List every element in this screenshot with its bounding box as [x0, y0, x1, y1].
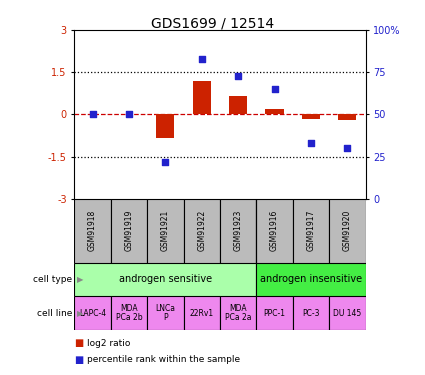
Bar	[156, 114, 174, 138]
Text: GSM91921: GSM91921	[161, 210, 170, 251]
Text: MDA
PCa 2b: MDA PCa 2b	[116, 304, 142, 322]
Bar	[193, 81, 211, 114]
Bar	[147, 296, 184, 330]
Text: androgen insensitive: androgen insensitive	[260, 274, 362, 284]
Text: ■: ■	[74, 338, 84, 348]
Text: androgen sensitive: androgen sensitive	[119, 274, 212, 284]
Bar	[293, 199, 329, 262]
Bar	[220, 296, 256, 330]
Bar	[302, 114, 320, 118]
Point	[125, 111, 132, 117]
Text: GSM91919: GSM91919	[125, 210, 133, 251]
Text: LNCa
P: LNCa P	[156, 304, 176, 322]
Point	[344, 145, 351, 151]
Text: GSM91917: GSM91917	[306, 210, 315, 251]
Text: PPC-1: PPC-1	[264, 309, 286, 318]
Text: GSM91920: GSM91920	[343, 210, 352, 251]
Bar	[220, 199, 256, 262]
Bar	[256, 296, 293, 330]
Bar	[184, 296, 220, 330]
Point	[162, 159, 169, 165]
Point	[271, 86, 278, 92]
Bar	[329, 199, 366, 262]
Text: ■: ■	[74, 355, 84, 365]
Bar	[229, 96, 247, 114]
Text: ▶: ▶	[77, 309, 84, 318]
Point	[89, 111, 96, 117]
Text: GDS1699 / 12514: GDS1699 / 12514	[151, 17, 274, 31]
Bar	[256, 262, 366, 296]
Text: PC-3: PC-3	[302, 309, 320, 318]
Text: 22Rv1: 22Rv1	[190, 309, 214, 318]
Point	[198, 56, 205, 62]
Bar	[256, 199, 293, 262]
Text: GSM91916: GSM91916	[270, 210, 279, 251]
Text: GSM91922: GSM91922	[197, 210, 206, 251]
Point	[308, 140, 314, 146]
Text: ▶: ▶	[77, 275, 84, 284]
Text: cell type: cell type	[33, 275, 72, 284]
Bar	[329, 296, 366, 330]
Text: GSM91923: GSM91923	[234, 210, 243, 251]
Bar	[74, 199, 111, 262]
Bar	[147, 199, 184, 262]
Bar	[111, 199, 147, 262]
Text: LAPC-4: LAPC-4	[79, 309, 106, 318]
Text: GSM91918: GSM91918	[88, 210, 97, 251]
Bar	[74, 262, 256, 296]
Bar	[266, 109, 283, 114]
Bar	[184, 199, 220, 262]
Text: MDA
PCa 2a: MDA PCa 2a	[225, 304, 251, 322]
Text: log2 ratio: log2 ratio	[87, 339, 130, 348]
Text: DU 145: DU 145	[333, 309, 361, 318]
Bar	[293, 296, 329, 330]
Bar	[111, 296, 147, 330]
Point	[235, 72, 241, 78]
Bar	[74, 296, 111, 330]
Text: percentile rank within the sample: percentile rank within the sample	[87, 356, 240, 364]
Bar	[338, 114, 357, 120]
Text: cell line: cell line	[37, 309, 72, 318]
